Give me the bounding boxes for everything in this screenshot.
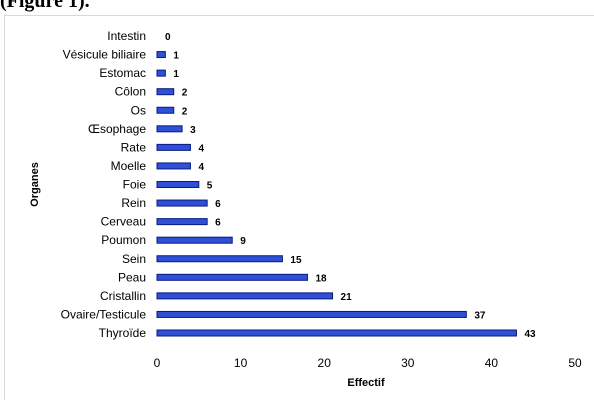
data-label: 1 <box>173 51 179 62</box>
bar <box>156 273 308 281</box>
bar <box>156 255 283 263</box>
data-label: 15 <box>290 255 302 266</box>
category-label: Rein <box>121 196 146 210</box>
bar <box>156 51 166 59</box>
category-label: Thyroïde <box>99 326 147 340</box>
figure-caption: (Figure 1). <box>0 0 90 12</box>
data-label: 5 <box>207 181 213 192</box>
bar <box>156 292 334 300</box>
bar <box>156 106 175 114</box>
data-label: 43 <box>524 329 536 340</box>
data-label: 2 <box>182 88 188 99</box>
bar <box>156 218 208 226</box>
x-tick-label: 0 <box>154 356 161 370</box>
category-label: Moelle <box>111 159 147 173</box>
data-label: 37 <box>474 310 486 321</box>
category-label: Côlon <box>115 85 146 99</box>
category-label: Estomac <box>99 66 146 80</box>
category-label: Os <box>131 103 146 117</box>
y-axis-title: Organes <box>29 162 41 207</box>
category-label: Poumon <box>101 233 146 247</box>
data-label: 0 <box>165 32 171 43</box>
category-label: Sein <box>122 252 146 266</box>
category-label: Œsophage <box>88 122 146 136</box>
category-label: Cristallin <box>100 289 146 303</box>
x-tick-label: 20 <box>318 356 332 370</box>
bar <box>156 329 517 337</box>
data-label: 6 <box>215 218 221 229</box>
x-tick-label: 40 <box>485 356 499 370</box>
bar <box>156 181 200 188</box>
data-label: 18 <box>315 273 327 284</box>
data-label: 2 <box>182 106 188 117</box>
data-label: 4 <box>198 162 204 173</box>
data-label: 3 <box>190 125 196 136</box>
x-tick-labels: 0 10 20 30 40 50 <box>154 356 582 370</box>
category-label: Peau <box>118 270 146 284</box>
x-tick-label: 50 <box>568 356 582 370</box>
data-label: 4 <box>198 143 204 154</box>
category-labels: Intestin Vésicule biliaire Estomac Côlon Os Œ… <box>61 29 147 340</box>
bar <box>156 125 183 133</box>
category-label: Ovaire/Testicule <box>61 307 147 321</box>
data-label: 1 <box>173 69 179 80</box>
category-label: Rate <box>121 140 147 154</box>
bar <box>156 69 166 77</box>
bar <box>156 88 175 96</box>
bar <box>156 310 467 318</box>
bar <box>156 162 191 170</box>
bar <box>156 236 233 244</box>
x-tick-label: 10 <box>234 356 248 370</box>
category-label: Intestin <box>107 29 146 43</box>
category-label: Cerveau <box>101 215 146 229</box>
bar <box>156 143 191 151</box>
x-axis-title: Effectif <box>347 377 385 389</box>
x-tick-label: 30 <box>401 356 415 370</box>
data-label: 9 <box>240 236 246 247</box>
data-label: 6 <box>215 199 221 210</box>
category-label: Vésicule biliaire <box>63 48 147 62</box>
category-label: Foie <box>123 178 147 192</box>
data-label: 21 <box>341 292 353 303</box>
bars-group <box>156 51 517 337</box>
bar <box>156 199 208 207</box>
